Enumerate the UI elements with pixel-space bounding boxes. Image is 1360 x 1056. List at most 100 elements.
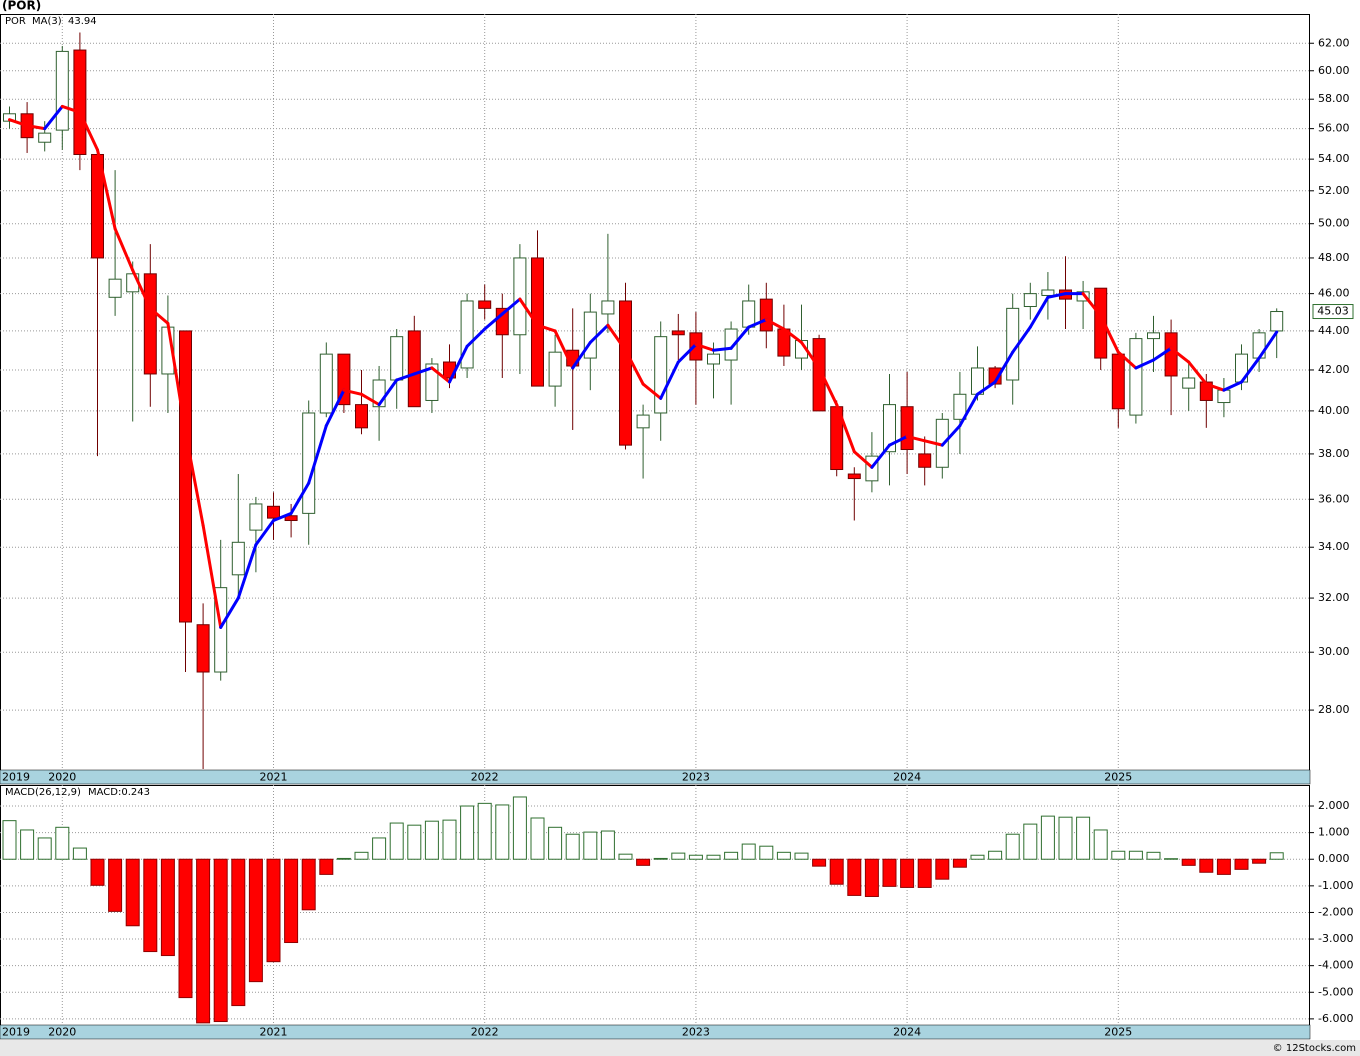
macd-bar	[336, 857, 351, 860]
candle-body	[513, 257, 527, 336]
candle-body	[988, 367, 1002, 385]
x-tick-label: 2025	[1104, 771, 1132, 784]
candle-body	[900, 406, 914, 451]
candle-body	[548, 351, 562, 387]
date-band	[0, 769, 1311, 785]
macd-bar	[90, 858, 105, 886]
legend-macd: MACD(26,12,9)	[5, 787, 81, 798]
macd-bar	[55, 826, 70, 860]
ma-line	[571, 340, 592, 370]
macd-bar	[143, 858, 158, 953]
macd-bar	[442, 819, 457, 860]
candle-body	[1023, 293, 1037, 308]
chart-title: (POR)	[2, 0, 41, 13]
macd-bar	[1040, 815, 1055, 860]
macd-bar	[512, 796, 527, 860]
ma-line	[448, 344, 469, 384]
macd-bar	[565, 833, 580, 860]
macd-bar	[988, 850, 1003, 860]
candle-body	[249, 503, 263, 531]
macd-bar	[600, 830, 615, 860]
macd-bar	[301, 858, 316, 911]
candle-body	[636, 414, 650, 429]
y-tick-label: 48.00	[1318, 251, 1350, 264]
macd-bar	[1111, 850, 1126, 860]
macd-bar	[354, 851, 369, 860]
ma-line	[60, 104, 82, 114]
macd-bar	[1181, 858, 1196, 866]
x-tick-label: 2024	[893, 771, 921, 784]
candle-body	[38, 132, 52, 143]
macd-bar	[724, 851, 739, 860]
candle-body	[179, 330, 192, 623]
ma-line	[888, 434, 909, 447]
macd-bar	[636, 858, 651, 866]
macd-bar	[231, 858, 246, 1007]
candle-body	[425, 363, 439, 401]
ma-line	[764, 318, 786, 331]
candle-body	[759, 298, 773, 332]
ma-line	[958, 392, 979, 428]
ma-line	[976, 380, 997, 396]
macd-bar	[1234, 858, 1249, 870]
candle-body	[724, 328, 738, 361]
x-tick-label: 2021	[260, 1026, 288, 1039]
macd-bar	[706, 854, 721, 860]
candle-body	[1129, 338, 1143, 416]
ma-line	[465, 327, 487, 348]
macd-bar	[917, 858, 932, 888]
macd-bar	[460, 805, 475, 860]
macd-bar	[1005, 833, 1020, 860]
y-tick-label: 0.000	[1318, 852, 1350, 865]
macd-bar	[37, 837, 52, 860]
candle-body	[1094, 287, 1108, 359]
y-tick-label: 62.00	[1318, 36, 1350, 49]
y-tick-label: 54.00	[1318, 152, 1350, 165]
x-tick-label: 2019	[2, 771, 30, 784]
macd-bar	[1252, 858, 1267, 864]
x-tick-label: 2022	[471, 1026, 499, 1039]
macd-bar	[108, 858, 123, 912]
candle-body	[742, 300, 756, 328]
macd-bar	[389, 822, 404, 860]
date-band	[0, 1024, 1311, 1040]
candle-body	[390, 336, 404, 381]
macd-bar	[812, 858, 827, 867]
macd-bar	[477, 802, 492, 860]
y-tick-label: 30.00	[1318, 645, 1350, 658]
legend-ma: MA(3)	[32, 16, 62, 27]
x-tick-label: 2020	[48, 1026, 76, 1039]
candle-body	[143, 273, 157, 375]
ma-line	[395, 372, 416, 382]
ma-line	[817, 366, 839, 407]
ma-line	[940, 424, 962, 447]
ma-line	[78, 110, 99, 152]
ma-line	[1169, 346, 1191, 364]
ma-line	[729, 325, 751, 350]
ma-line	[500, 297, 522, 316]
ma-line	[606, 323, 627, 352]
candle-body	[883, 404, 896, 453]
candle-body	[355, 404, 368, 429]
ma-line	[676, 342, 698, 364]
y-tick-label: 34.00	[1318, 540, 1350, 553]
ma-line	[113, 227, 135, 272]
macd-bar	[178, 858, 193, 999]
ma-line	[201, 523, 223, 629]
candle-body	[1164, 332, 1178, 377]
y-tick-label: -1.000	[1318, 879, 1353, 892]
ma-line	[412, 366, 434, 376]
ma-line	[1028, 295, 1050, 329]
macd-bar	[1199, 858, 1214, 873]
x-tick-label: 2024	[893, 1026, 921, 1039]
candle-body	[407, 330, 421, 408]
candle-body	[812, 338, 826, 412]
macd-bar	[900, 858, 915, 888]
candle-body	[707, 353, 720, 365]
x-tick-label: 2021	[260, 771, 288, 784]
ma-line	[641, 382, 663, 400]
macd-bar	[952, 858, 967, 868]
ma-line	[536, 323, 557, 333]
ma-line	[236, 543, 258, 600]
ma-line	[131, 268, 152, 310]
